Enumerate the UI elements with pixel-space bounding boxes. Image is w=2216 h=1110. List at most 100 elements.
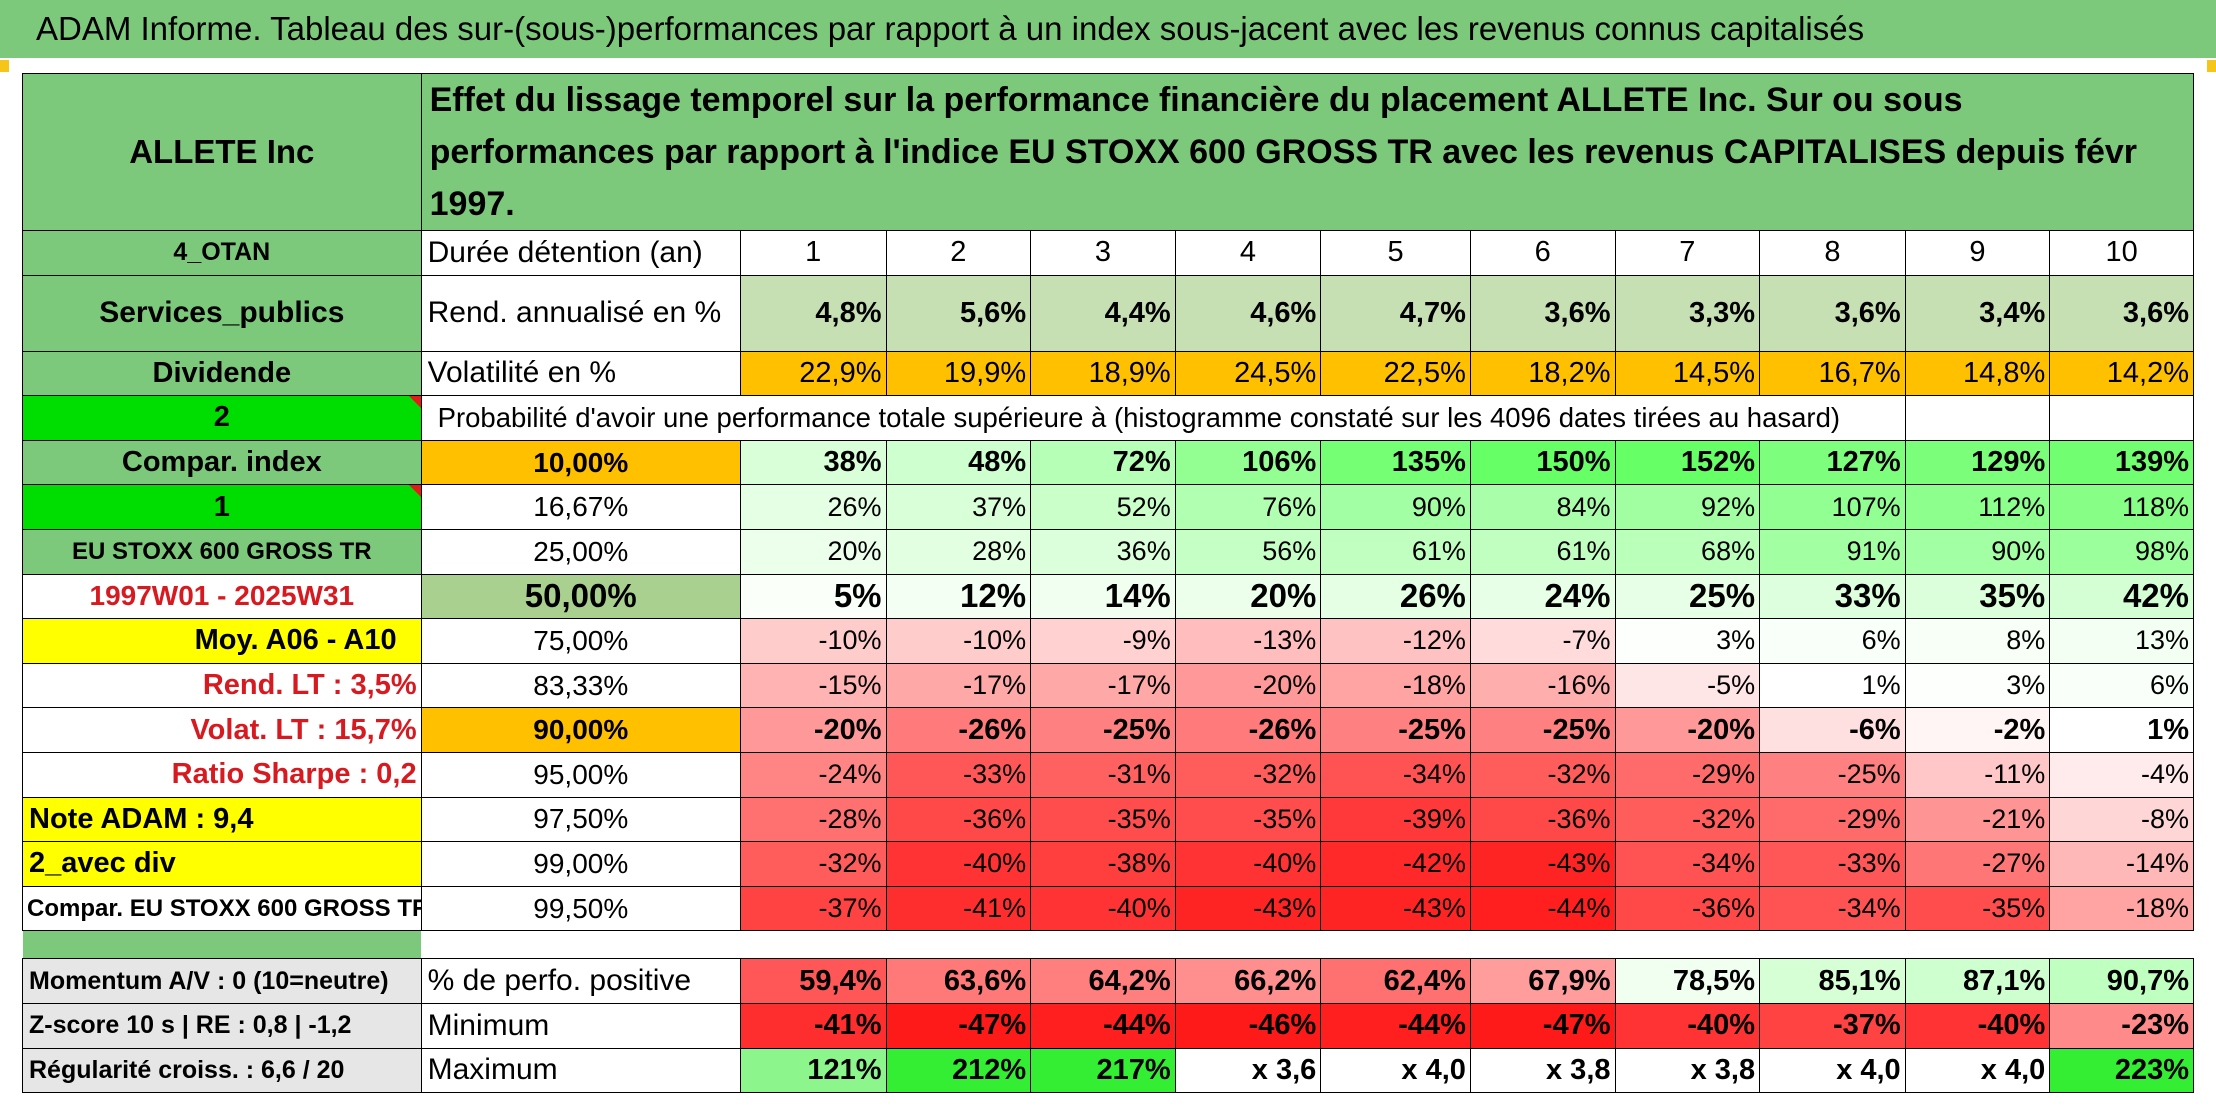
- vol-cell: 24,5%: [1174, 350, 1322, 397]
- prob-cell: -2%: [1904, 707, 2051, 753]
- prob-cell: -40%: [1174, 841, 1322, 887]
- prob-cell: -25%: [1320, 707, 1471, 753]
- footer-cell: 63,6%: [885, 958, 1032, 1004]
- avec-div-label: 2_avec div: [22, 841, 422, 887]
- headline: Effet du lissage temporel sur la perform…: [429, 81, 2138, 223]
- year-header: 2: [885, 230, 1032, 276]
- threshold-cell: 97,50%: [420, 796, 741, 843]
- prob-cell: 25%: [1614, 573, 1761, 620]
- prob-cell: -18%: [2049, 885, 2194, 932]
- prob-cell: -27%: [1904, 841, 2051, 887]
- probability-title: Probabilité d'avoir une performance tota…: [420, 395, 1906, 441]
- prob-cell: -40%: [885, 841, 1032, 887]
- prob-cell: 26%: [1320, 573, 1471, 620]
- prob-cell: -4%: [2049, 751, 2194, 798]
- prob-cell: -35%: [1904, 885, 2051, 932]
- threshold-cell: 99,00%: [420, 841, 741, 887]
- footer-cell: -40%: [1904, 1002, 2051, 1049]
- prob-cell: 91%: [1759, 528, 1906, 575]
- prob-cell: -34%: [1614, 841, 1761, 887]
- empty-cell: [2049, 395, 2194, 441]
- prob-cell: -15%: [739, 662, 887, 709]
- footer-cell: -44%: [1030, 1002, 1176, 1049]
- footer-cell: 85,1%: [1759, 958, 1906, 1004]
- dividend-label: Dividende: [22, 350, 422, 397]
- prob-cell: -9%: [1030, 618, 1176, 664]
- selection-handle-left[interactable]: [0, 60, 9, 72]
- prob-cell: -8%: [2049, 796, 2194, 843]
- year-header: 7: [1614, 230, 1761, 276]
- note-adam-label: Note ADAM : 9,4: [22, 796, 422, 843]
- rend-cell: 4,4%: [1030, 274, 1176, 352]
- sharpe-label: Ratio Sharpe : 0,2: [22, 751, 422, 798]
- prob-cell: 8%: [1904, 618, 2051, 664]
- selection-handle-right[interactable]: [2207, 60, 2216, 72]
- prob-cell: 28%: [885, 528, 1032, 575]
- vol-cell: 19,9%: [885, 350, 1032, 397]
- index-name-label: EU STOXX 600 GROSS TR: [22, 528, 422, 575]
- rend-cell: 3,6%: [1469, 274, 1616, 352]
- param-2-cell[interactable]: 2: [22, 395, 422, 441]
- prob-cell: -40%: [1030, 885, 1176, 932]
- report-title-bar: ADAM Informe. Tableau des sur-(sous-)per…: [0, 0, 2216, 58]
- prob-cell: 6%: [1759, 618, 1906, 664]
- footer-cell: -40%: [1614, 1002, 1761, 1049]
- duration-label: Durée détention (an): [420, 230, 741, 276]
- vol-label: Volatilité en %: [420, 350, 741, 397]
- prob-cell: -16%: [1469, 662, 1616, 709]
- footer-cell: -44%: [1320, 1002, 1471, 1049]
- footer-cell: 223%: [2049, 1047, 2194, 1094]
- prob-cell: 150%: [1469, 439, 1616, 486]
- prob-cell: 61%: [1469, 528, 1616, 575]
- performance-table: ALLETE Inc Effet du lissage temporel sur…: [22, 73, 2195, 1094]
- footer-cell: x 4,0: [1320, 1047, 1471, 1094]
- prob-cell: 106%: [1174, 439, 1322, 486]
- prob-cell: 152%: [1614, 439, 1761, 486]
- year-header: 4: [1174, 230, 1322, 276]
- rend-cell: 3,6%: [1759, 274, 1906, 352]
- footer-cell: 121%: [739, 1047, 887, 1094]
- prob-cell: -25%: [1030, 707, 1176, 753]
- prob-cell: 20%: [739, 528, 887, 575]
- footer-cell: 62,4%: [1320, 958, 1471, 1004]
- prob-cell: 61%: [1320, 528, 1471, 575]
- footer-cell: -46%: [1174, 1002, 1322, 1049]
- prob-cell: -34%: [1320, 751, 1471, 798]
- prob-cell: -38%: [1030, 841, 1176, 887]
- vol-cell: 14,5%: [1614, 350, 1761, 397]
- param-1-cell[interactable]: 1: [22, 484, 422, 530]
- prob-cell: 76%: [1174, 484, 1322, 530]
- spacer-cell: [421, 931, 2193, 959]
- footer-cell: 87,1%: [1904, 958, 2051, 1004]
- prob-cell: 24%: [1469, 573, 1616, 620]
- vol-cell: 18,2%: [1469, 350, 1616, 397]
- rend-cell: 5,6%: [885, 274, 1032, 352]
- spacer-cell: [22, 930, 422, 959]
- prob-cell: 90%: [1904, 528, 2051, 575]
- prob-cell: -20%: [1614, 707, 1761, 753]
- year-header: 9: [1904, 230, 2051, 276]
- footer-left-label: Z-score 10 s | RE : 0,8 | -1,2: [22, 1002, 422, 1049]
- compar-index-label: Compar. index: [22, 439, 422, 486]
- prob-cell: 1%: [2049, 707, 2194, 753]
- prob-cell: -36%: [885, 796, 1032, 843]
- prob-cell: -39%: [1320, 796, 1471, 843]
- prob-cell: 42%: [2049, 573, 2194, 620]
- prob-cell: -33%: [1759, 841, 1906, 887]
- prob-cell: 26%: [739, 484, 887, 530]
- prob-cell: 1%: [1759, 662, 1906, 709]
- footer-cell: x 3,8: [1614, 1047, 1761, 1094]
- prob-cell: -7%: [1469, 618, 1616, 664]
- footer-cell: -37%: [1759, 1002, 1906, 1049]
- footer-left-label: Régularité croiss. : 6,6 / 20: [22, 1047, 422, 1094]
- prob-cell: 37%: [885, 484, 1032, 530]
- prob-cell: -10%: [885, 618, 1032, 664]
- prob-cell: -6%: [1759, 707, 1906, 753]
- compar-full-label: Compar. EU STOXX 600 GROSS TR: [22, 885, 422, 932]
- prob-cell: -28%: [739, 796, 887, 843]
- prob-cell: 139%: [2049, 439, 2194, 486]
- prob-cell: -43%: [1320, 885, 1471, 932]
- prob-cell: -26%: [1174, 707, 1322, 753]
- prob-cell: 107%: [1759, 484, 1906, 530]
- vol-cell: 22,9%: [739, 350, 887, 397]
